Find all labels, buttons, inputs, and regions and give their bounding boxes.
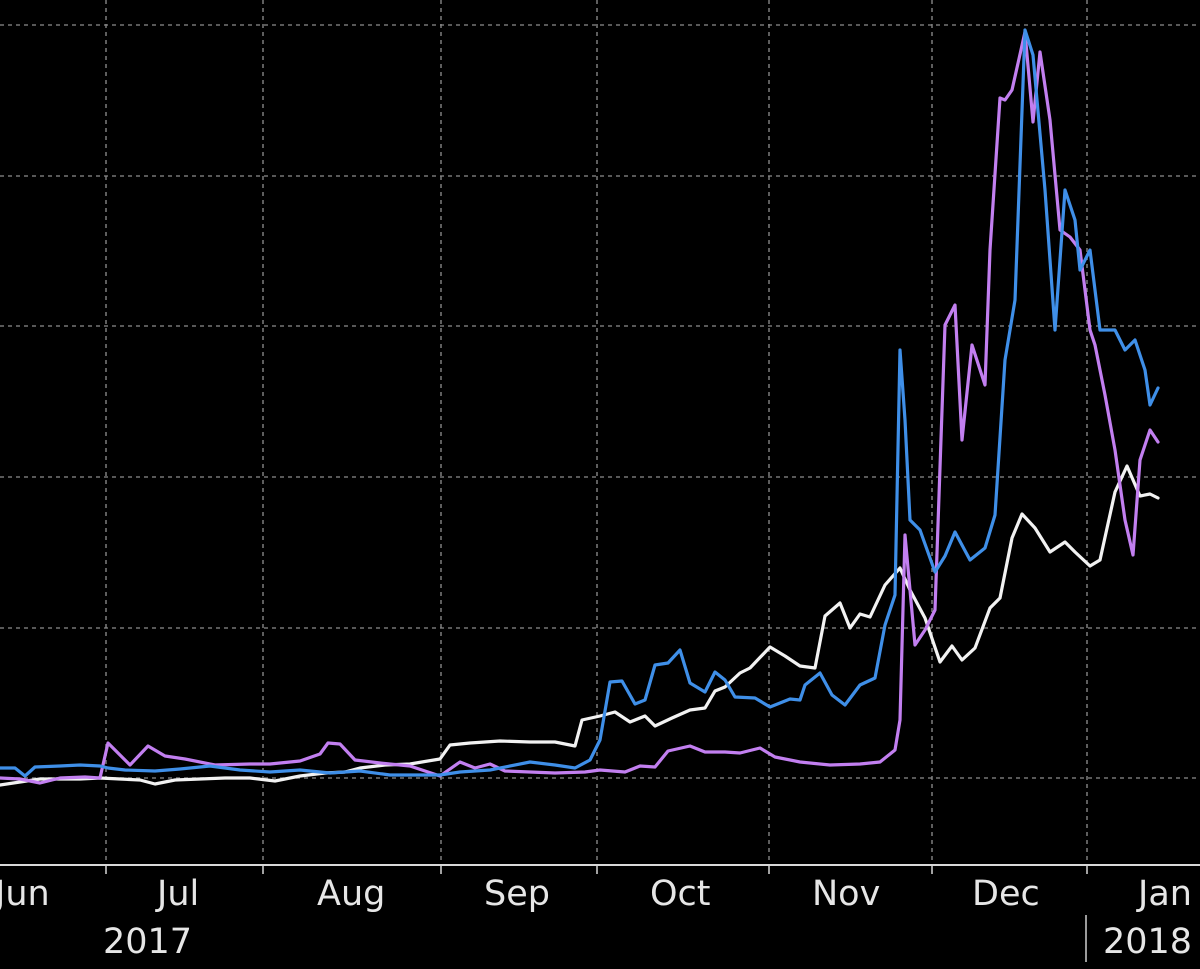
- x-tick-label-aug: Aug: [317, 874, 385, 914]
- blue-series-line: [0, 28, 1160, 778]
- white-series-line: [0, 464, 1160, 787]
- x-year-label-2017: 2017: [103, 922, 192, 962]
- x-axis: Jun Jul Aug Sep Oct Nov Dec Jan 2017 201…: [0, 864, 1200, 962]
- purple-series-line: [0, 30, 1160, 785]
- x-tick-label-oct: Oct: [650, 874, 711, 914]
- x-tick-label-sep: Sep: [484, 874, 550, 914]
- series-lines: [0, 28, 1160, 787]
- x-tick-label-nov: Nov: [812, 874, 880, 914]
- x-tick-label-jun: Jun: [0, 874, 50, 914]
- vertical-gridlines: [105, 0, 1088, 865]
- x-tick-label-jan: Jan: [1136, 874, 1192, 914]
- x-year-label-2018: 2018: [1103, 922, 1192, 962]
- x-tick-label-jul: Jul: [155, 874, 199, 914]
- x-tick-label-dec: Dec: [972, 874, 1040, 914]
